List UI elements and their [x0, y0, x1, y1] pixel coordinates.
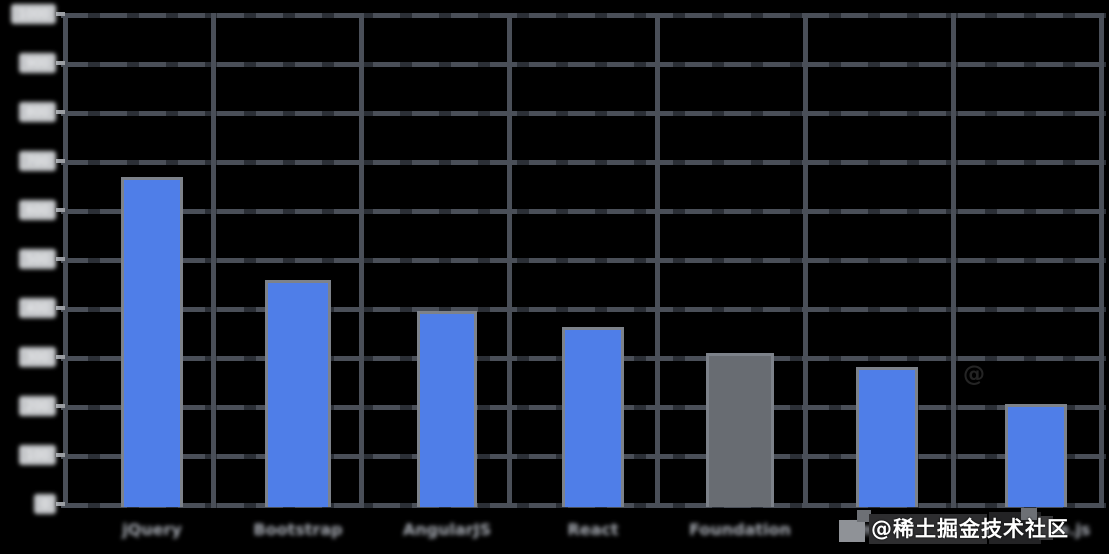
y-tick-pointer	[56, 306, 65, 310]
y-tick-label: 700	[19, 151, 65, 171]
y-tick-label: 1000	[11, 4, 65, 24]
h-gridline	[61, 258, 1106, 263]
bar-ember-js	[856, 367, 918, 507]
v-gridline	[359, 13, 364, 508]
h-gridline	[61, 307, 1106, 312]
x-tick-label: Foundation	[689, 520, 791, 539]
v-gridline	[63, 13, 68, 508]
x-tick-label: React	[567, 520, 619, 539]
bar-jquery	[121, 176, 183, 507]
watermark-block	[1039, 516, 1053, 540]
y-tick-text: 800	[19, 102, 56, 122]
y-tick-label: 200	[19, 396, 65, 416]
h-gridline	[61, 111, 1106, 116]
x-tick-label: AngularJS	[402, 520, 492, 539]
ghost-watermark-icon: @	[963, 362, 985, 387]
h-gridline	[61, 209, 1106, 214]
h-gridline	[61, 62, 1106, 67]
v-gridline	[1099, 13, 1104, 508]
watermark-block	[1021, 508, 1037, 520]
y-tick-label: 400	[19, 298, 65, 318]
watermark: @稀土掘金技术社区	[839, 508, 1069, 546]
x-tick-label: Bootstrap	[253, 520, 343, 539]
bar-angularjs	[417, 311, 477, 507]
y-tick-pointer	[56, 12, 65, 16]
y-tick-text: 700	[19, 151, 56, 171]
y-tick-text: 600	[19, 200, 56, 220]
bar-bootstrap	[265, 279, 331, 507]
y-tick-text: 200	[19, 396, 56, 416]
v-gridline	[803, 13, 808, 508]
y-tick-text: 100	[19, 445, 56, 465]
bar-react	[562, 327, 624, 507]
bar-backbone-js	[1005, 403, 1067, 507]
y-tick-pointer	[56, 61, 65, 65]
v-gridline	[507, 13, 512, 508]
watermark-block	[869, 514, 987, 544]
y-tick-label: 300	[19, 347, 65, 367]
y-tick-label: 600	[19, 200, 65, 220]
v-gridline	[951, 13, 956, 508]
watermark-block	[839, 520, 865, 542]
y-tick-text: 1000	[11, 4, 56, 24]
y-tick-text: 300	[19, 347, 56, 367]
y-tick-label: 100	[19, 445, 65, 465]
y-tick-pointer	[56, 159, 65, 163]
y-tick-pointer	[56, 502, 65, 506]
x-tick-label: jQuery	[122, 520, 182, 539]
y-tick-label: 0	[34, 494, 65, 514]
y-tick-pointer	[56, 453, 65, 457]
bar-foundation	[706, 353, 774, 507]
y-tick-label: 500	[19, 249, 65, 269]
y-tick-text: 400	[19, 298, 56, 318]
y-tick-label: 800	[19, 102, 65, 122]
y-tick-pointer	[56, 208, 65, 212]
y-tick-text: 0	[34, 494, 56, 514]
y-tick-pointer	[56, 110, 65, 114]
h-gridline	[61, 160, 1106, 165]
v-gridline	[211, 13, 216, 508]
y-tick-label: 900	[19, 53, 65, 73]
watermark-text: @稀土掘金技术社区	[871, 517, 1069, 541]
y-tick-pointer	[56, 355, 65, 359]
h-gridline	[61, 13, 1106, 18]
v-gridline	[655, 13, 660, 508]
y-tick-pointer	[56, 257, 65, 261]
y-tick-pointer	[56, 404, 65, 408]
watermark-block	[857, 510, 871, 522]
y-tick-text: 900	[19, 53, 56, 73]
y-tick-text: 500	[19, 249, 56, 269]
